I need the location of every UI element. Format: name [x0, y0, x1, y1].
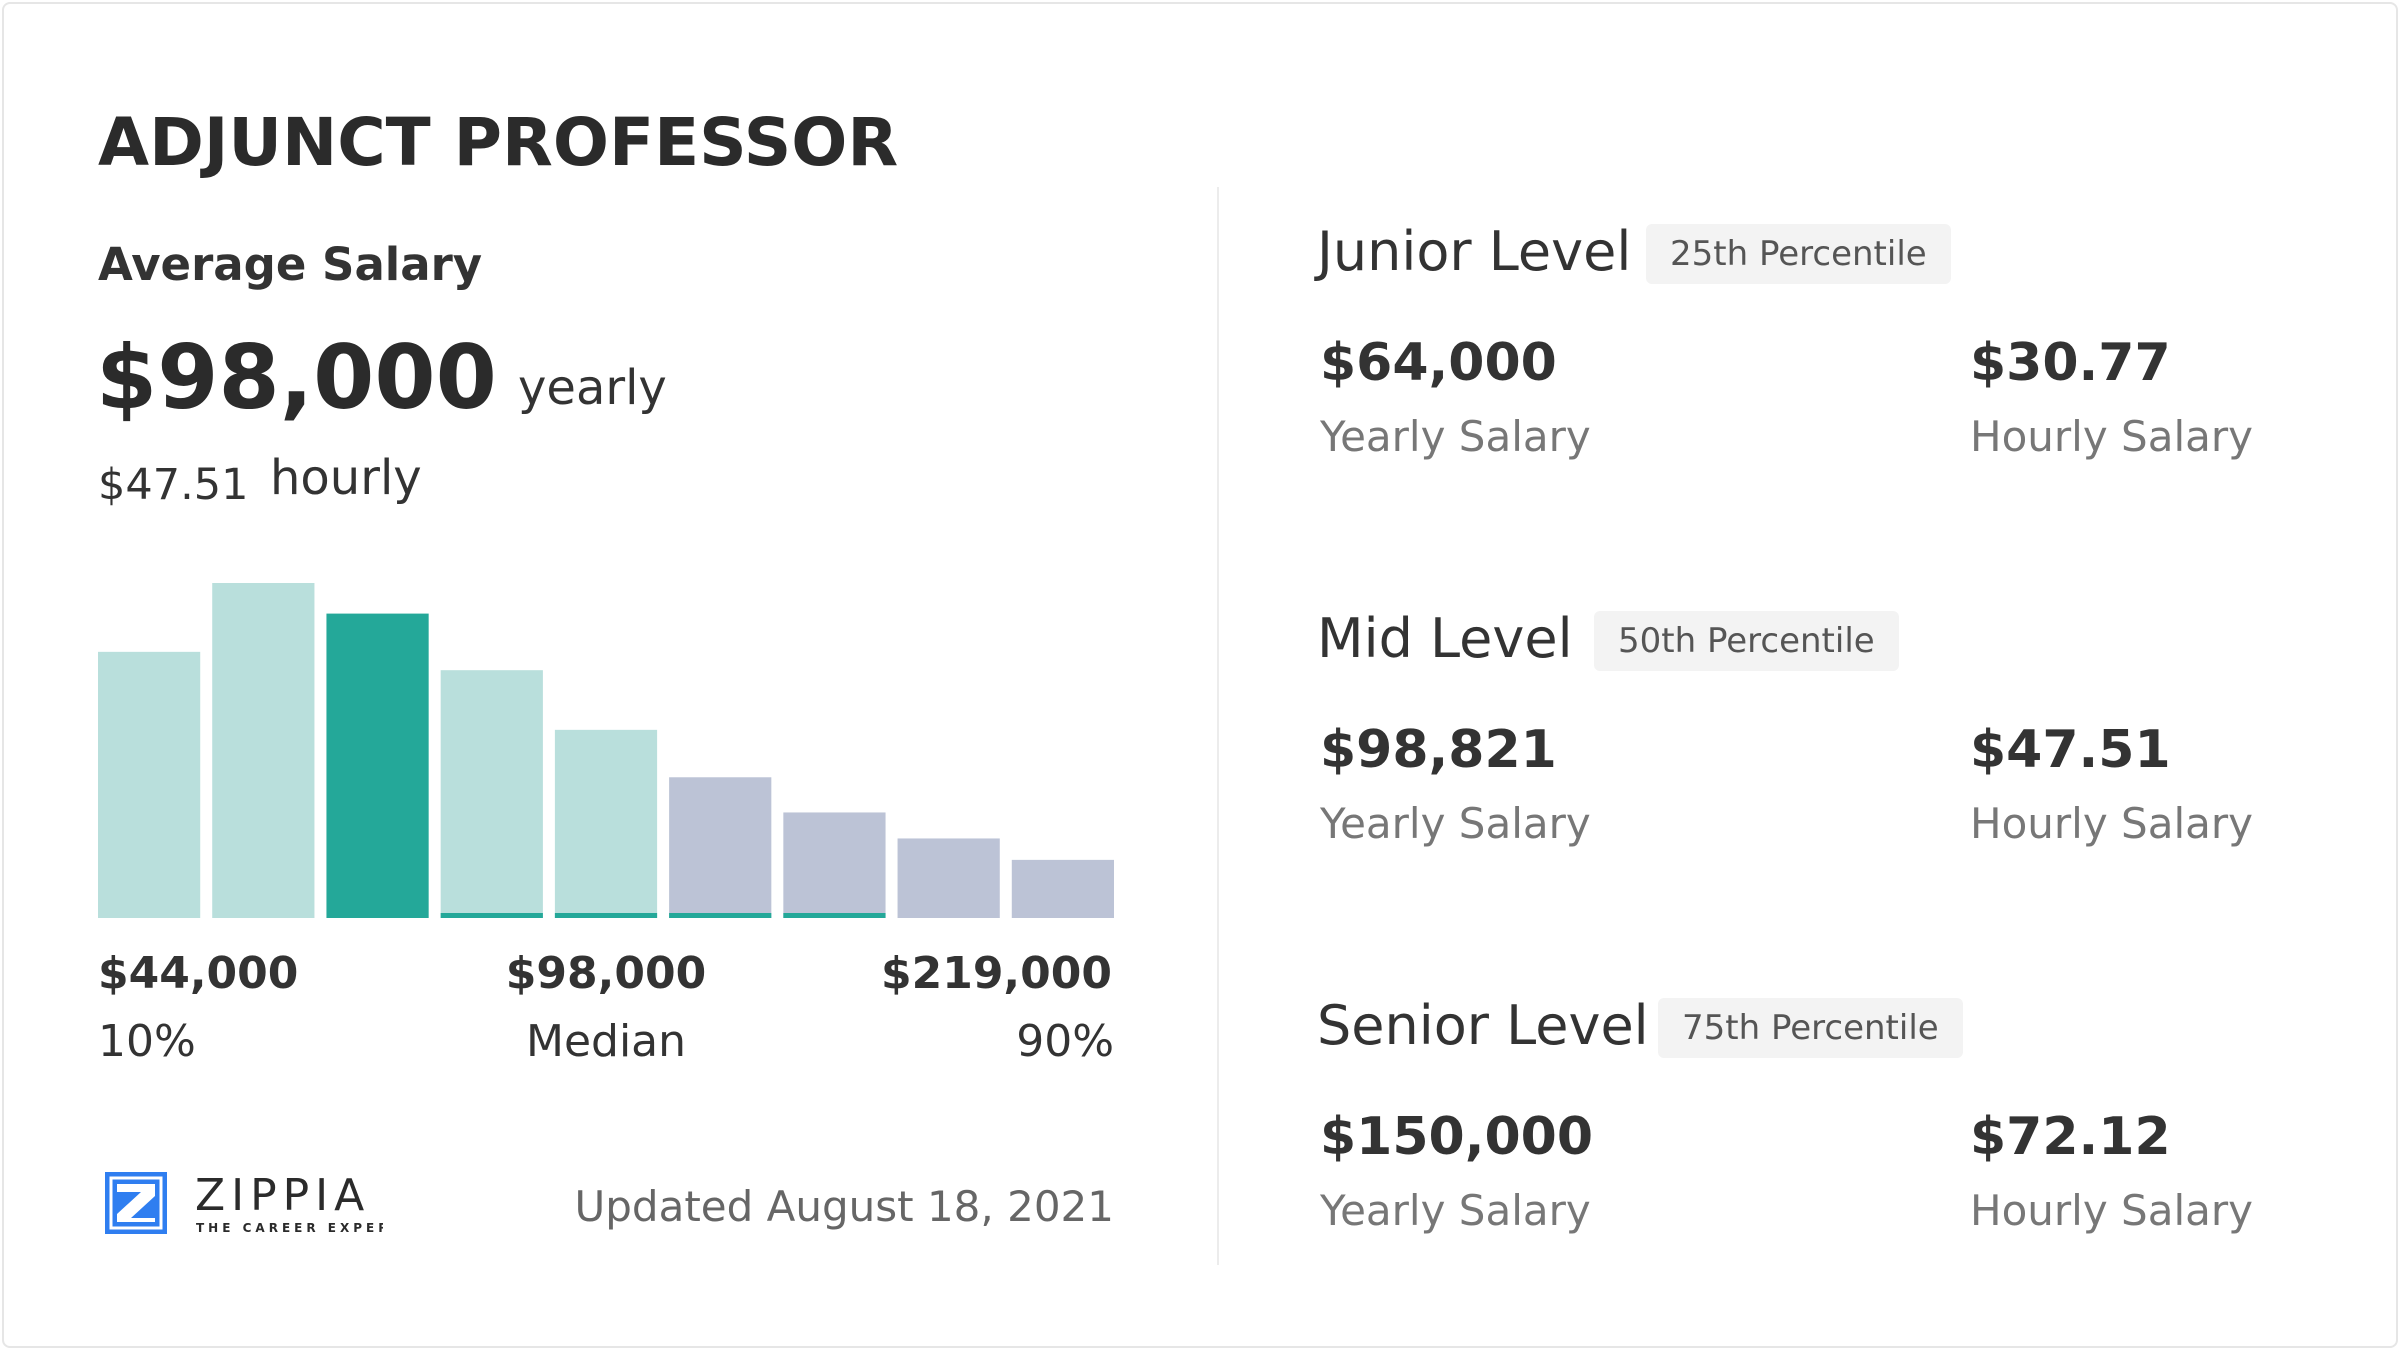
histogram-bar-5 [554, 729, 658, 918]
x-label-90-value: $219,000 [880, 948, 1112, 999]
junior-hourly-salary: $30.77 [1970, 333, 2171, 393]
senior-yearly-salary: $150,000 [1320, 1107, 1594, 1167]
bar-underline-6 [669, 913, 772, 918]
mid-hourly-salary: $47.51 [1970, 720, 2171, 780]
junior-hourly-label: Hourly Salary [1970, 412, 2253, 461]
senior-hourly-label: Hourly Salary [1970, 1186, 2253, 1235]
senior-yearly-label: Yearly Salary [1320, 1186, 1591, 1235]
junior-yearly-salary: $64,000 [1320, 333, 1557, 393]
histogram-bar-3 [326, 613, 429, 918]
svg-text:THE CAREER EXPERT: THE CAREER EXPERT [196, 1221, 383, 1235]
histogram-bar-1 [98, 651, 201, 918]
mid-level-title: Mid Level [1317, 607, 1573, 670]
average-salary-label: Average Salary [98, 238, 483, 291]
mid-yearly-salary: $98,821 [1320, 720, 1557, 780]
x-label-median: Median [525, 1016, 687, 1067]
histogram-bar-8 [897, 838, 1000, 918]
senior-percentile-badge: 75th Percentile [1658, 998, 1963, 1058]
histogram-bar-2 [212, 583, 315, 918]
average-hourly-value: $47.51 [98, 460, 249, 510]
mid-percentile-badge: 50th Percentile [1594, 611, 1899, 671]
junior-percentile-badge: 25th Percentile [1646, 224, 1951, 284]
bar-underline-5 [554, 913, 658, 918]
senior-level-title: Senior Level [1317, 994, 1649, 1057]
histogram-bar-7 [783, 812, 886, 918]
updated-date: Updated August 18, 2021 [574, 1182, 1114, 1231]
bar-underline-4 [440, 913, 543, 918]
zippia-logo: ZIPPIA THE CAREER EXPERT [103, 1168, 399, 1244]
average-yearly-value: $98,000 [96, 326, 497, 429]
x-label-median-value: $98,000 [505, 948, 707, 999]
salary-distribution-chart [98, 583, 1114, 918]
hourly-unit: hourly [270, 450, 422, 506]
senior-hourly-salary: $72.12 [1970, 1107, 2171, 1167]
mid-hourly-label: Hourly Salary [1970, 799, 2253, 848]
histogram-bar-6 [669, 777, 772, 918]
x-label-10-value: $44,000 [98, 948, 299, 999]
mid-yearly-label: Yearly Salary [1320, 799, 1591, 848]
svg-text:ZIPPIA: ZIPPIA [195, 1170, 370, 1221]
histogram-bar-9 [1011, 859, 1114, 918]
junior-yearly-label: Yearly Salary [1320, 412, 1591, 461]
junior-level-title: Junior Level [1317, 220, 1632, 283]
x-label-90-pct: 90% [1016, 1016, 1114, 1067]
divider [1217, 187, 1219, 1265]
histogram-bar-4 [440, 670, 543, 918]
yearly-unit: yearly [518, 360, 667, 416]
x-label-10-pct: 10% [98, 1016, 196, 1067]
zippia-z-icon [105, 1172, 167, 1234]
page-title: ADJUNCT PROFESSOR [98, 104, 899, 181]
bar-underline-7 [783, 913, 886, 918]
